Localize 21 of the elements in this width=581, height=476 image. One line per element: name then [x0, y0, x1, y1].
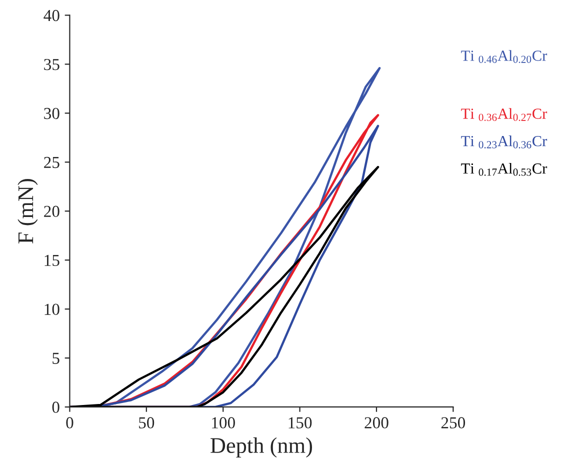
y-tick-label: 5: [52, 352, 60, 364]
y-tick-label: 25: [44, 156, 60, 168]
text: Ti $_{0.46}$Al$_{0.20}$Cr: [461, 50, 548, 63]
y-tick-label: 35: [44, 58, 60, 70]
y-tick-label: 10: [44, 304, 60, 315]
text: Ti $_{0.36}$Al$_{0.27}$Cr: [461, 108, 548, 121]
x-tick-label: 50: [139, 417, 154, 428]
y-axis-title: F (mN): [18, 179, 38, 244]
text: Ti $_{0.17}$Al$_{0.53}$Cr: [461, 162, 548, 176]
x-axis-title: Depth (nm): [210, 437, 312, 458]
x-tick-label: 250: [441, 417, 466, 428]
text: Ti $_{0.23}$Al$_{0.36}$Cr: [461, 136, 548, 148]
y-tick-label: 30: [44, 108, 60, 120]
y-tick-label: 40: [44, 10, 60, 22]
y-tick-label: 0: [52, 402, 60, 413]
x-tick-label: 200: [364, 417, 388, 428]
y-tick-label: 20: [44, 206, 60, 218]
x-tick-label: 100: [212, 417, 235, 428]
x-tick-label: 0: [66, 417, 74, 428]
y-tick-label: 15: [44, 254, 60, 266]
x-tick-label: 150: [288, 417, 312, 428]
